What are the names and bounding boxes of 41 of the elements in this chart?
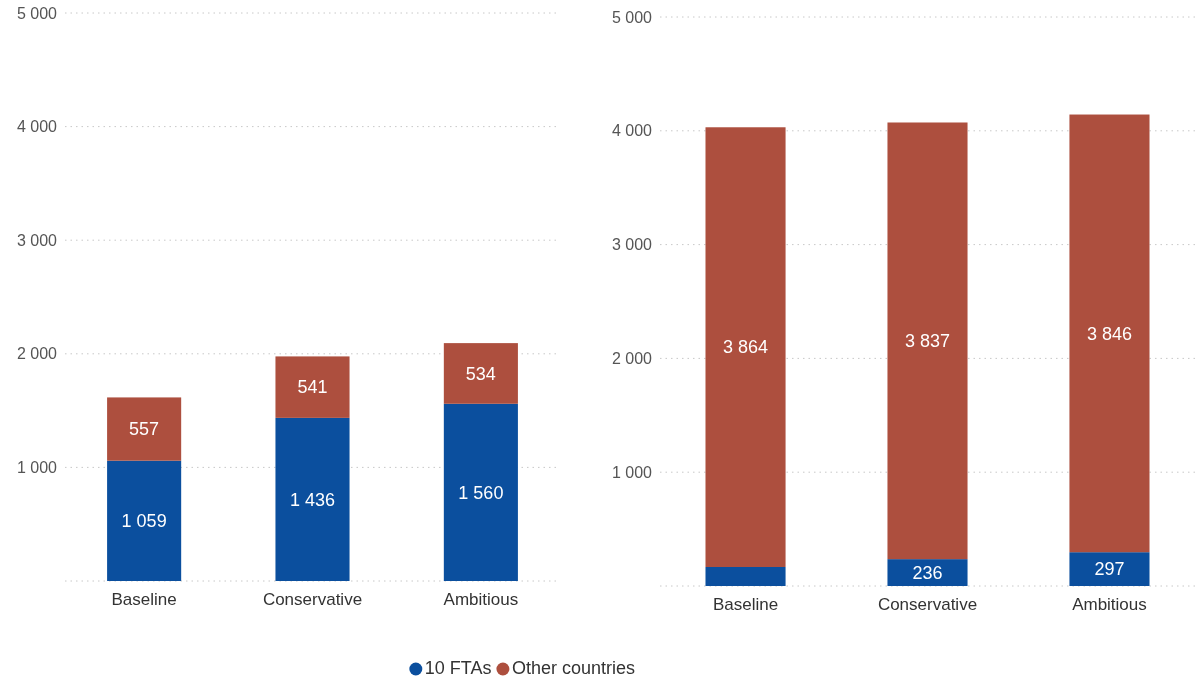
- bar: [107, 460, 182, 581]
- y-tick-label: 2 000: [611, 350, 653, 367]
- y-tick-label: 4 000: [16, 118, 58, 136]
- x-tick-label: Conservative: [877, 595, 978, 614]
- y-tick-label: 1 000: [16, 459, 58, 476]
- bar: [1069, 552, 1150, 586]
- data-label: 1 059: [121, 511, 167, 532]
- data-label: 3 846: [1086, 323, 1132, 344]
- data-label: 1 560: [458, 482, 504, 503]
- data-label: 236: [912, 562, 943, 583]
- y-tick-label: 5 000: [611, 8, 653, 26]
- x-tick-label: Baseline: [712, 595, 779, 614]
- x-tick-label: Ambitious: [443, 590, 519, 609]
- bar: [705, 567, 786, 586]
- bar: [275, 417, 350, 581]
- legend-label: 10 FTAs: [424, 658, 492, 678]
- data-label: 1 436: [289, 489, 336, 510]
- x-tick-label: Baseline: [111, 590, 177, 609]
- bar: [705, 127, 786, 567]
- y-tick-label: 3 000: [16, 231, 58, 249]
- bar: [1069, 114, 1150, 553]
- legend-label: Other countries: [511, 658, 635, 678]
- bar: [443, 403, 518, 581]
- data-label: 557: [129, 419, 160, 440]
- bar: [275, 356, 350, 418]
- x-tick-label: Conservative: [262, 590, 363, 609]
- y-tick-label: 3 000: [611, 236, 653, 254]
- y-tick-label: 2 000: [16, 345, 58, 363]
- bar: [107, 397, 182, 461]
- x-tick-label: Ambitious: [1072, 595, 1147, 614]
- bar: [887, 122, 968, 560]
- data-label: 541: [297, 377, 328, 398]
- data-label: 3 837: [904, 331, 951, 352]
- y-tick-label: 5 000: [16, 4, 58, 22]
- bar: [443, 343, 518, 404]
- data-label: 3 864: [723, 337, 769, 358]
- data-label: 534: [465, 363, 496, 384]
- y-tick-label: 4 000: [611, 122, 653, 140]
- bar: [887, 559, 968, 586]
- data-label: 297: [1094, 559, 1125, 580]
- y-tick-label: 1 000: [611, 463, 653, 481]
